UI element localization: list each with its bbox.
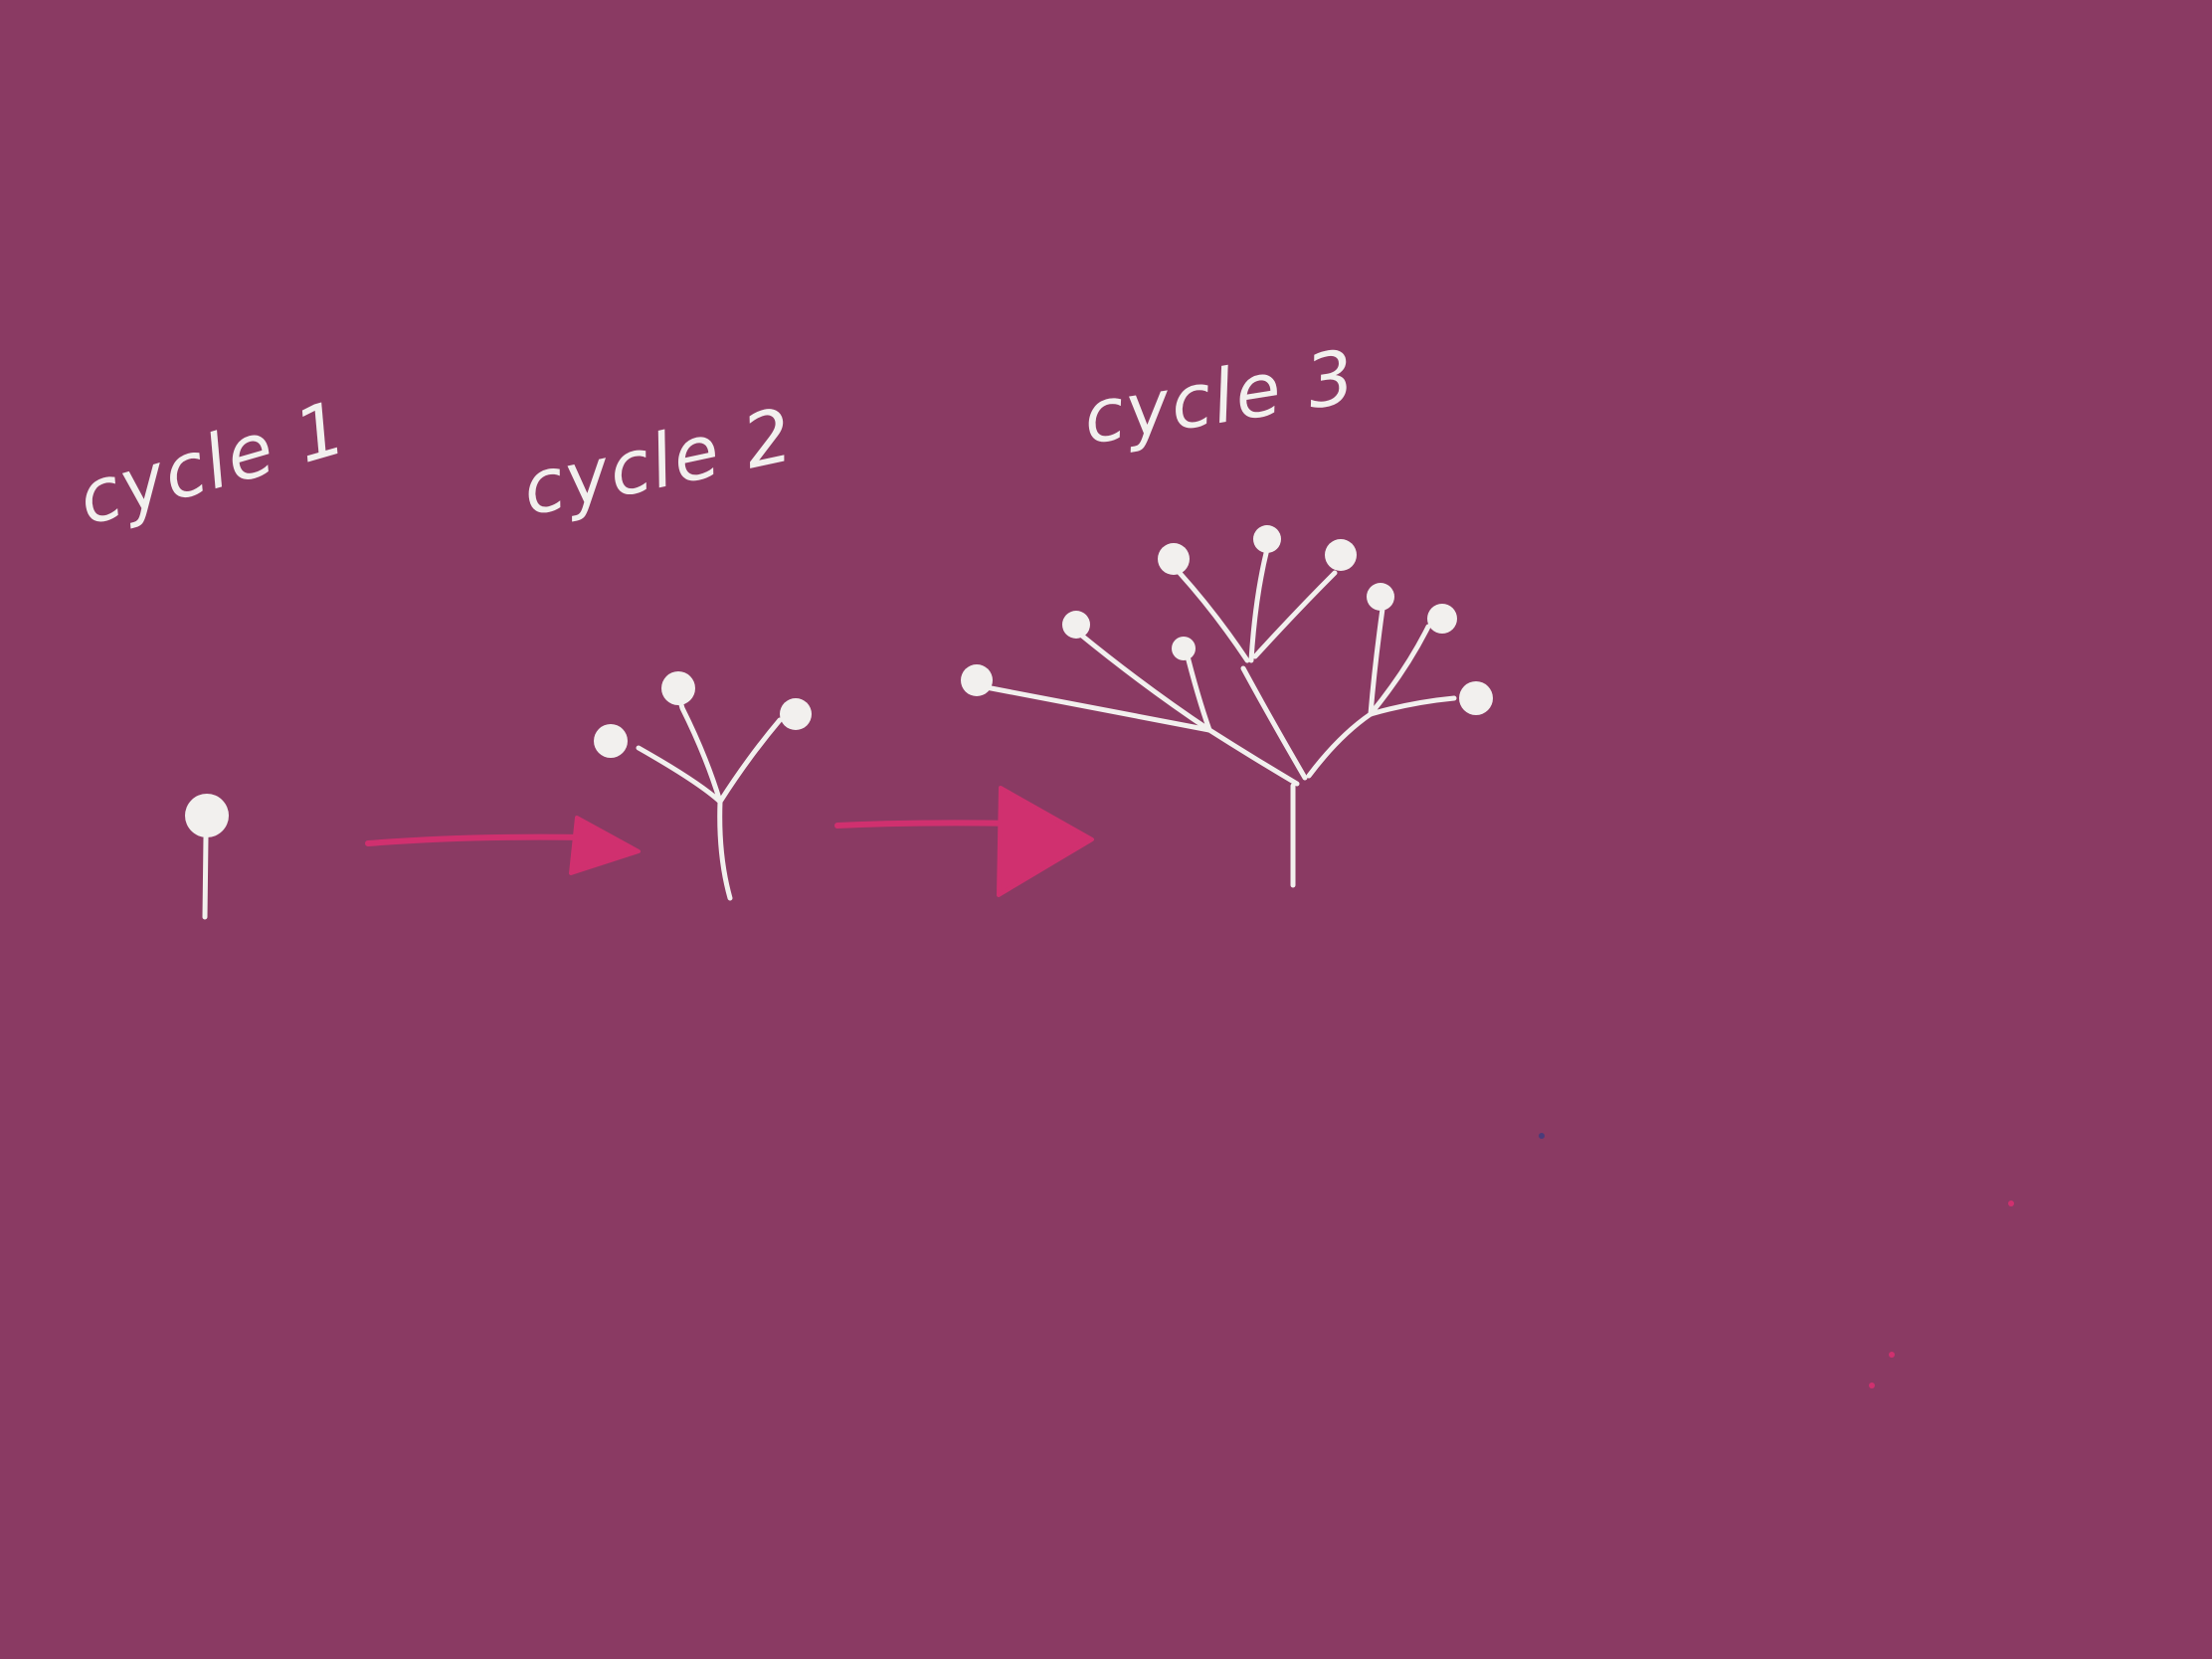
stage-3-node-3 [1172, 637, 1196, 660]
stage-2-node-middle [661, 671, 695, 705]
arrow-2 [834, 786, 1094, 897]
stage-3-branch-left [1206, 727, 1300, 787]
stage-3-branch-middle [1240, 665, 1308, 781]
stage-3-twig-right-3 [1368, 695, 1457, 717]
stage-3-twig-mid-1 [1177, 570, 1250, 663]
speck [1869, 1382, 1875, 1388]
stage-2-branch-middle [675, 691, 723, 805]
speck [1539, 1133, 1545, 1139]
arrow-1-head [569, 816, 641, 875]
stray-specks [1539, 1133, 2014, 1388]
stage-2-branch-right [717, 717, 783, 805]
stage-1-node [185, 794, 229, 837]
stage-3-branch-right [1306, 711, 1374, 779]
stage-3-node-4 [1158, 543, 1190, 575]
stage-3-node-1 [961, 664, 993, 696]
stage-3-node-5 [1253, 525, 1281, 553]
stage-1-stem [202, 834, 209, 920]
arrow-1 [365, 816, 641, 875]
stage-3-twig-mid-3 [1252, 570, 1338, 659]
stage-3-twig-right-1 [1368, 606, 1385, 717]
arrow-2-shaft [834, 820, 1017, 829]
stage-1-tree [185, 794, 229, 920]
stage-3-node-8 [1427, 604, 1457, 634]
stage-2-branch-left [636, 745, 723, 805]
stage-3-node-2 [1062, 611, 1090, 639]
stage-3-node-6 [1325, 539, 1357, 571]
stage-2-tree [594, 671, 812, 901]
stage-2-node-left [594, 724, 628, 758]
stage-3-twig-right-2 [1368, 624, 1431, 717]
stage-2-node-right [780, 698, 812, 730]
label-cycle-3: cycle 3 [1077, 334, 1362, 461]
stage-3-node-9 [1459, 681, 1493, 715]
stage-3-twig-mid-2 [1248, 546, 1270, 663]
label-cycle-2: cycle 2 [515, 392, 802, 532]
stage-3-twig-left-1 [978, 683, 1212, 733]
speck [1889, 1352, 1895, 1358]
label-cycle-1: cycle 1 [69, 385, 356, 543]
speck [2008, 1200, 2014, 1206]
stage-3-node-7 [1367, 583, 1394, 611]
stage-3-tree [961, 525, 1493, 888]
stage-2-trunk [717, 799, 733, 901]
stage-3-twig-left-2 [1075, 630, 1212, 733]
arrow-1-shaft [365, 833, 632, 850]
arrow-2-head [997, 786, 1094, 897]
